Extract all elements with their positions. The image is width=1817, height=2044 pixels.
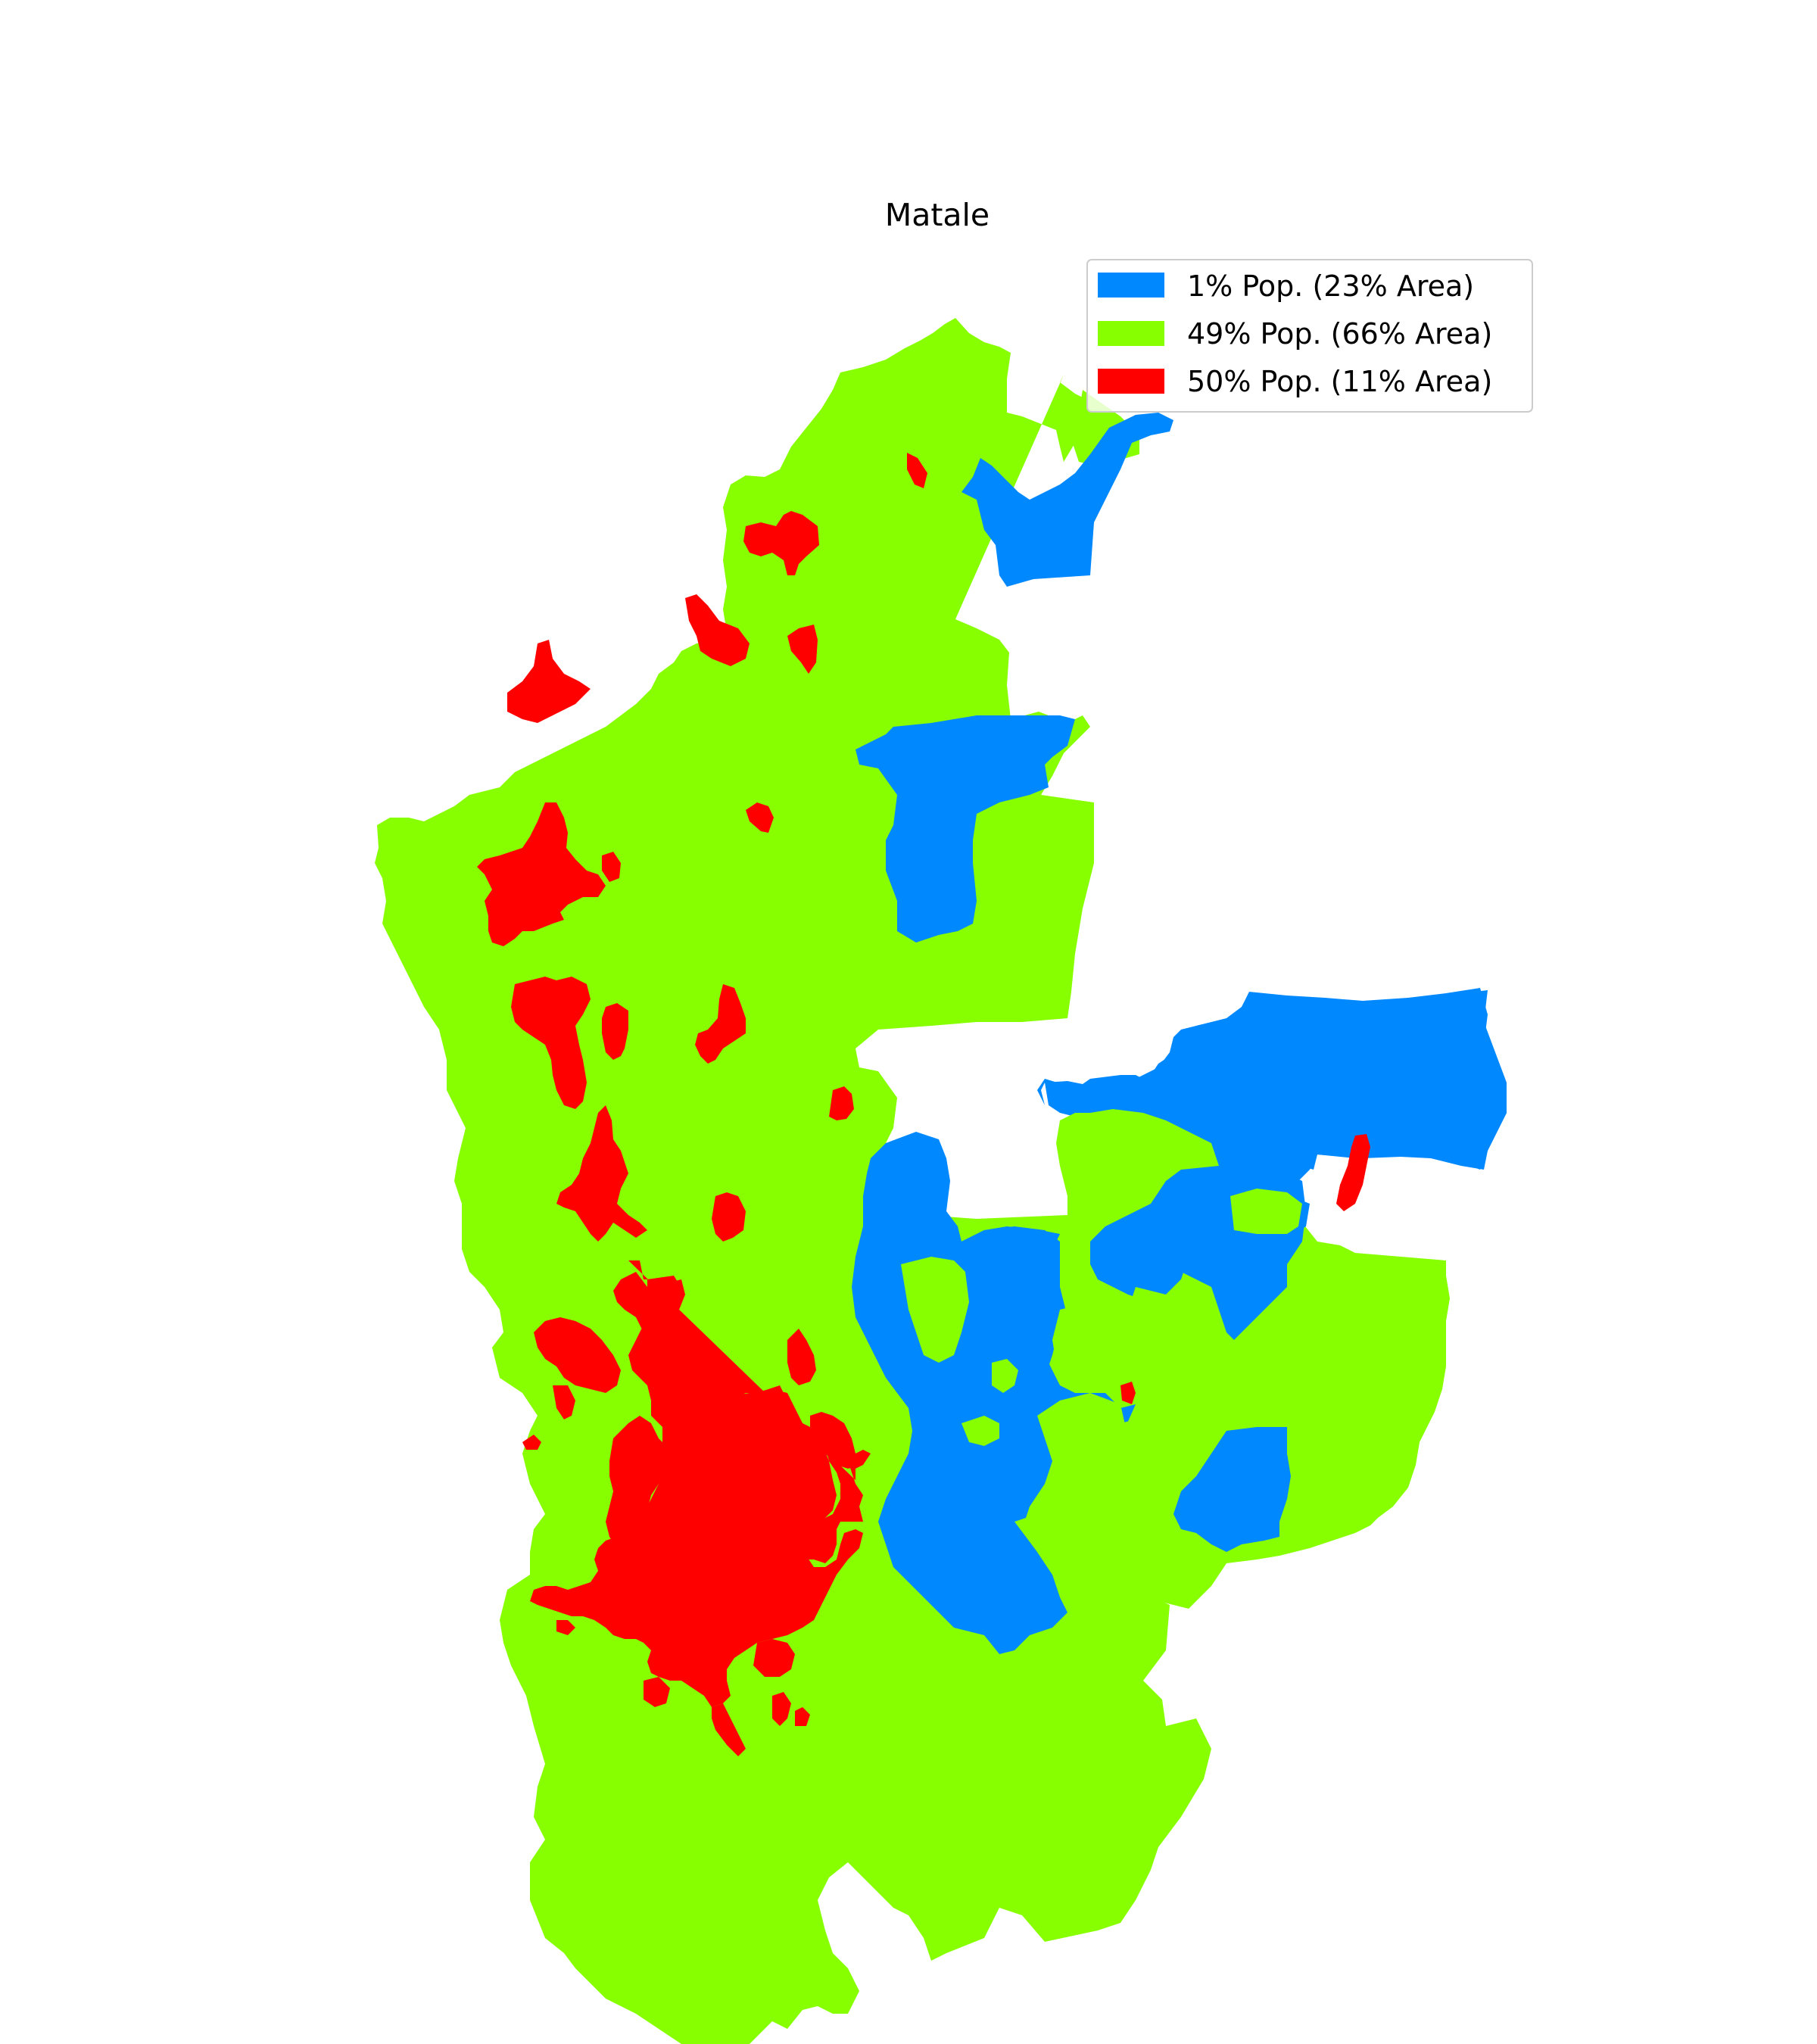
region-low — [852, 413, 1507, 1654]
red-area-6 — [746, 802, 774, 833]
red-area-20 — [522, 1435, 541, 1450]
red-area-15 — [628, 1260, 871, 1563]
red-area-31 — [1336, 1134, 1370, 1211]
red-area-16 — [613, 1272, 666, 1340]
legend-swatch-high — [1098, 369, 1164, 394]
red-area-28 — [772, 1692, 791, 1726]
legend-label-low: 1% Pop. (23% Area) — [1187, 270, 1474, 303]
green-island-1 — [901, 1257, 969, 1363]
red-area-26 — [644, 1677, 670, 1707]
region-medium-islands — [901, 1109, 1302, 1605]
blue-area-north — [961, 413, 1173, 587]
red-area-25 — [556, 1620, 575, 1635]
legend-entry-low: 1% Pop. (23% Area) — [1098, 270, 1474, 303]
legend: 1% Pop. (23% Area) 49% Pop. (66% Area) 5… — [1086, 259, 1533, 413]
green-island-2 — [992, 1359, 1018, 1393]
red-area-13 — [556, 1105, 647, 1242]
blue-area-central — [856, 715, 1075, 943]
red-area-7 — [477, 802, 606, 946]
red-area-11 — [695, 984, 746, 1064]
red-area-27 — [712, 1703, 746, 1756]
blue-area-lower-south — [939, 1211, 1060, 1385]
blue-area-north-east-of-se — [1147, 1018, 1242, 1136]
red-area-24 — [753, 1639, 795, 1677]
green-island-7 — [1113, 1279, 1242, 1408]
green-island-9 — [1083, 1416, 1181, 1605]
red-area-17 — [647, 1276, 685, 1321]
legend-entry-medium: 49% Pop. (66% Area) — [1098, 317, 1492, 351]
legend-label-high: 50% Pop. (11% Area) — [1187, 365, 1492, 398]
red-area-30 — [1120, 1382, 1136, 1404]
red-area-23 — [606, 1416, 670, 1548]
region-high — [477, 453, 1370, 1756]
legend-entry-high: 50% Pop. (11% Area) — [1098, 365, 1492, 398]
red-area-29 — [795, 1707, 810, 1726]
legend-swatch-medium — [1098, 321, 1164, 346]
red-area-21 — [787, 1329, 816, 1385]
blue-area-right-lower — [1173, 1427, 1291, 1552]
red-area-12 — [829, 1086, 854, 1120]
red-area-1 — [907, 453, 927, 488]
legend-label-medium: 49% Pop. (66% Area) — [1187, 317, 1492, 351]
red-area-5 — [507, 640, 591, 723]
green-island-4 — [1230, 1189, 1302, 1234]
red-area-4 — [787, 625, 818, 674]
green-island-3 — [961, 1416, 999, 1446]
red-area-10 — [602, 1003, 628, 1060]
legend-frame — [1086, 259, 1533, 413]
green-island-5 — [1056, 1109, 1219, 1242]
red-area-18 — [534, 1317, 621, 1393]
legend-swatch-low — [1098, 273, 1164, 298]
red-area-3 — [685, 594, 750, 666]
red-area-22 — [810, 1412, 863, 1469]
red-area-8 — [602, 852, 621, 882]
red-area-big-south — [530, 1389, 863, 1707]
red-area-9 — [511, 977, 591, 1109]
red-area-19 — [553, 1385, 575, 1419]
green-island-8 — [1022, 1393, 1128, 1590]
green-island-6 — [1052, 1302, 1120, 1385]
red-area-14 — [712, 1192, 746, 1242]
red-area-2 — [743, 511, 819, 575]
blue-area-east-top — [1238, 988, 1507, 1170]
map-title: Matale — [885, 197, 990, 233]
